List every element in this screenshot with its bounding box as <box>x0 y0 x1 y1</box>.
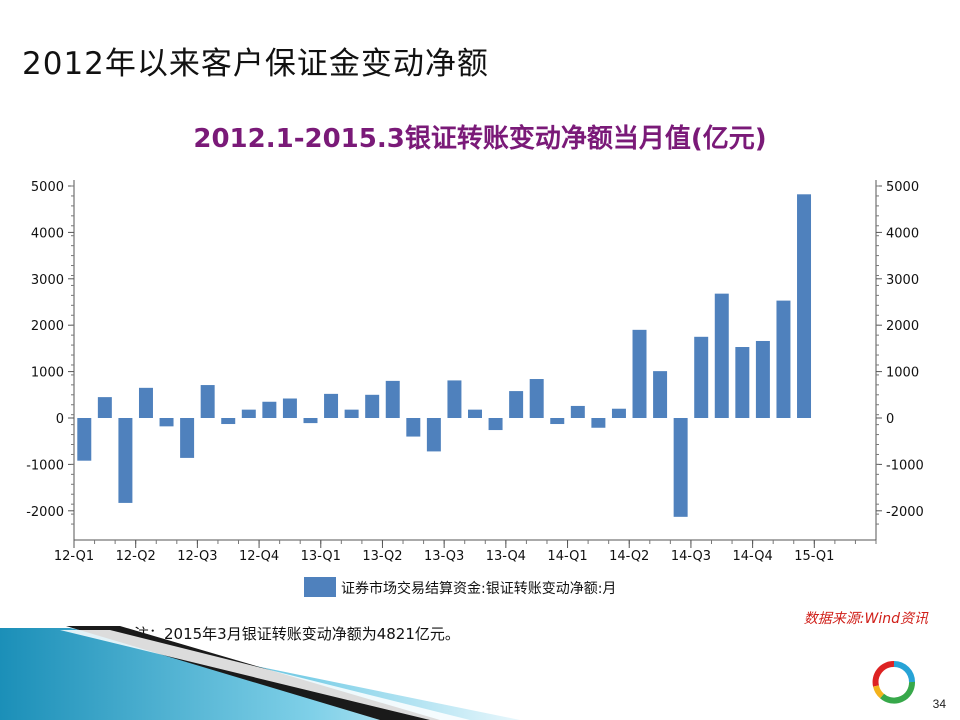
bar <box>529 379 544 418</box>
bar <box>324 393 339 418</box>
bar <box>694 336 709 418</box>
x-tick-label: 12-Q4 <box>239 549 279 564</box>
y-tick-label-left: 4000 <box>31 226 64 241</box>
bar <box>714 293 729 418</box>
bar <box>303 418 318 424</box>
bar <box>221 418 236 425</box>
bar <box>344 409 359 418</box>
bar <box>797 194 812 418</box>
company-logo <box>872 661 915 704</box>
y-tick-label-left: 2000 <box>31 319 64 334</box>
y-tick-label-left: -2000 <box>26 505 64 520</box>
y-tick-label-left: 1000 <box>31 366 64 381</box>
y-tick-label-left: 5000 <box>31 180 64 195</box>
page-number: 34 <box>932 697 946 711</box>
decorative-swoosh <box>0 626 520 720</box>
x-tick-label: 14-Q4 <box>733 549 773 564</box>
x-tick-label: 15-Q1 <box>794 549 834 564</box>
bar <box>262 401 277 418</box>
chart-frame <box>73 180 877 541</box>
bar <box>406 418 421 437</box>
bar <box>385 380 400 418</box>
y-axis-right: 5000 4000 3000 2000 1000 0 -1000 -2000 <box>876 180 924 525</box>
bar <box>97 397 112 418</box>
y-tick-label-right: 1000 <box>886 366 919 381</box>
bar <box>611 408 626 418</box>
slide-title: 2012年以来客户保证金变动净额 <box>22 46 489 82</box>
bar <box>118 418 133 503</box>
bar <box>570 405 585 418</box>
y-tick-label-left: 3000 <box>31 273 64 288</box>
bar <box>673 418 688 517</box>
y-tick-label-right: 3000 <box>886 273 919 288</box>
bars <box>77 194 812 517</box>
bar <box>488 418 503 431</box>
bar <box>365 394 380 418</box>
x-tick-label: 13-Q1 <box>301 549 341 564</box>
bar <box>735 347 750 418</box>
x-tick-label: 14-Q1 <box>547 549 587 564</box>
bar <box>200 385 215 418</box>
data-source: 数据来源:Wind资讯 <box>803 611 928 627</box>
y-tick-label-right: 2000 <box>886 319 919 334</box>
y-tick-label-left: -1000 <box>26 458 64 473</box>
bar <box>180 418 195 458</box>
footnote: 注：2015年3月银证转账变动净额为4821亿元。 <box>134 625 460 643</box>
bar <box>632 329 647 418</box>
bar <box>282 398 297 418</box>
legend-swatch <box>304 577 336 597</box>
y-tick-label-right: 5000 <box>886 180 919 195</box>
bar <box>77 418 92 461</box>
bar <box>509 391 524 418</box>
x-tick-label: 12-Q2 <box>116 549 156 564</box>
x-tick-label: 14-Q3 <box>671 549 711 564</box>
legend: 证券市场交易结算资金:银证转账变动净额:月 <box>304 577 616 597</box>
chart-title: 2012.1-2015.3银证转账变动净额当月值(亿元) <box>193 124 767 154</box>
x-tick-label: 13-Q3 <box>424 549 464 564</box>
bar <box>755 340 770 418</box>
y-tick-label-right: -2000 <box>886 505 924 520</box>
bar <box>591 418 606 428</box>
bar <box>468 409 482 418</box>
x-tick-label: 13-Q4 <box>486 549 526 564</box>
y-tick-label-left: 0 <box>56 412 64 427</box>
bar <box>159 418 174 427</box>
bar <box>550 418 565 425</box>
x-tick-label: 12-Q3 <box>177 549 217 564</box>
x-tick-label: 12-Q1 <box>54 549 94 564</box>
bar <box>653 371 668 418</box>
bar <box>426 418 441 452</box>
x-tick-label: 14-Q2 <box>609 549 649 564</box>
x-axis: 12-Q1 12-Q2 12-Q3 12-Q4 13-Q1 13-Q2 13-Q3 13-Q4… <box>54 540 877 564</box>
bar <box>138 387 153 418</box>
bar <box>776 300 791 418</box>
bar <box>447 380 462 418</box>
x-tick-label: 13-Q2 <box>362 549 402 564</box>
legend-label: 证券市场交易结算资金:银证转账变动净额:月 <box>341 580 616 597</box>
y-tick-label-right: -1000 <box>886 458 924 473</box>
y-tick-label-right: 4000 <box>886 226 919 241</box>
y-tick-label-right: 0 <box>886 412 894 427</box>
y-axis-left: 5000 4000 3000 2000 1000 0 -1000 -2000 <box>26 180 74 525</box>
bar <box>241 409 256 418</box>
